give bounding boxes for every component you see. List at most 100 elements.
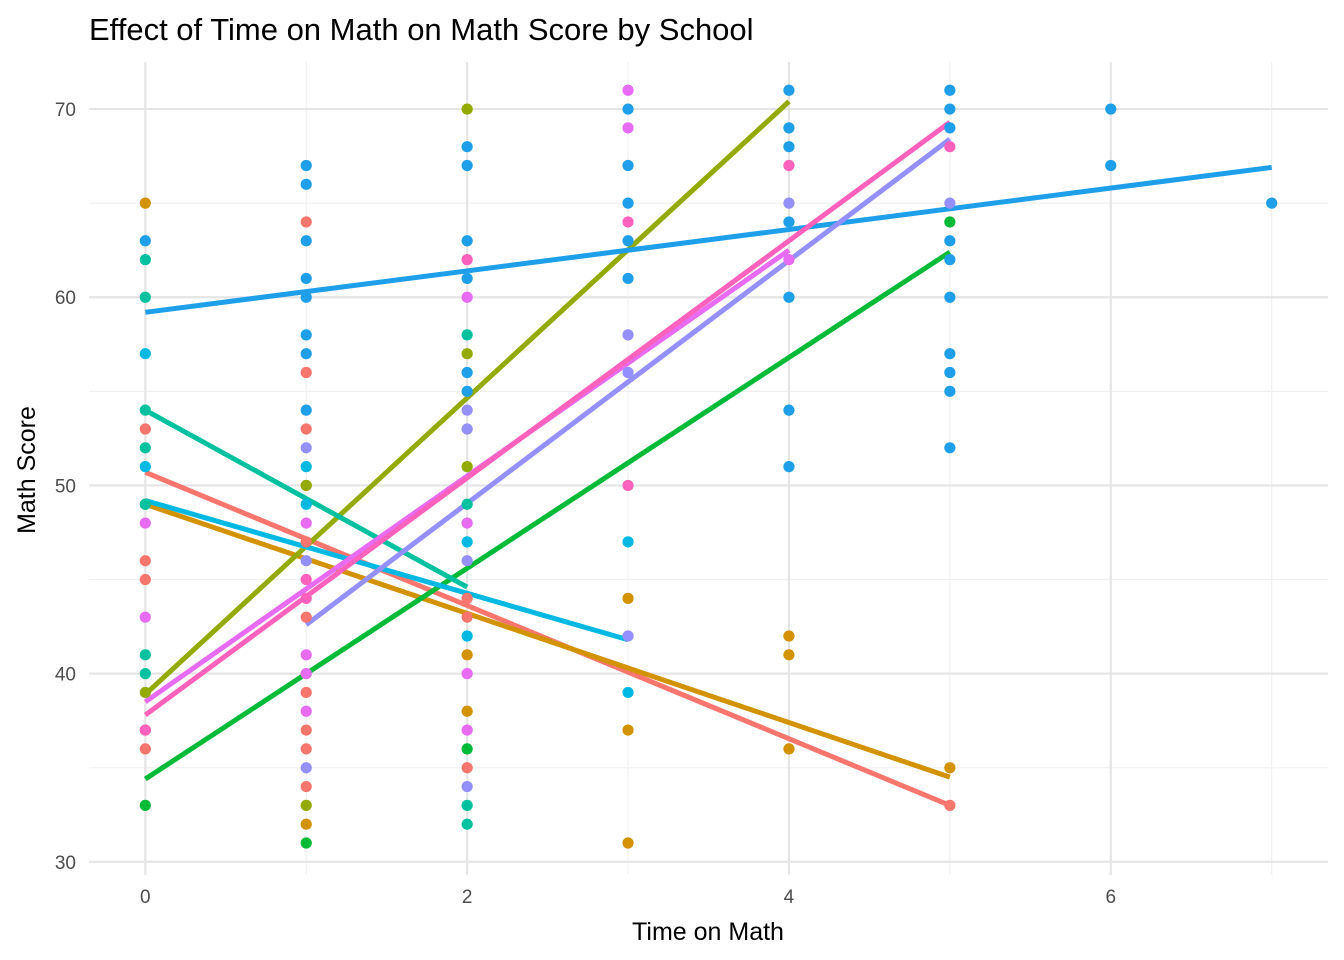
data-point [944, 235, 956, 247]
data-point [300, 611, 312, 623]
data-point [783, 216, 795, 228]
data-point [944, 762, 956, 774]
data-point [300, 686, 312, 699]
data-point [622, 272, 634, 285]
data-point [622, 837, 634, 849]
data-point [944, 84, 956, 96]
x-tick-labels: 0 2 4 6 [140, 887, 1116, 908]
data-point [783, 84, 795, 96]
data-point [622, 159, 634, 172]
data-point [139, 668, 151, 680]
data-point [461, 517, 473, 529]
data-point [944, 197, 956, 209]
data-point [139, 686, 151, 699]
x-tick-label: 2 [462, 887, 473, 908]
data-point [461, 291, 473, 303]
x-axis-label: Time on Math [632, 918, 784, 946]
data-point [139, 517, 151, 529]
data-point [461, 649, 473, 661]
data-point [300, 423, 312, 435]
data-point [461, 536, 473, 548]
data-point [1105, 159, 1117, 172]
data-point [461, 780, 473, 793]
data-point [139, 254, 151, 266]
data-point [944, 216, 956, 228]
data-point [944, 122, 956, 134]
data-point [300, 724, 312, 736]
data-point [300, 461, 312, 473]
data-point [300, 498, 312, 510]
data-point [944, 291, 956, 303]
data-point [622, 122, 634, 134]
data-point [783, 122, 795, 134]
data-point [461, 254, 473, 266]
data-point [944, 141, 956, 153]
fit-line [143, 99, 791, 697]
data-point [300, 366, 312, 379]
y-tick-labels: 30 40 50 60 70 [55, 100, 76, 874]
fit-line [144, 501, 951, 780]
data-point [783, 461, 795, 473]
data-point [461, 743, 473, 755]
data-point [300, 536, 312, 548]
data-point [622, 724, 634, 736]
chart-title: Effect of Time on Math on Math Score by … [89, 12, 754, 47]
data-point [461, 385, 473, 397]
data-point [461, 498, 473, 510]
data-points [139, 84, 1278, 849]
data-point [300, 291, 312, 303]
fit-line [144, 164, 1273, 315]
data-point [622, 329, 634, 341]
data-point [300, 705, 312, 717]
y-tick-label: 40 [55, 665, 76, 686]
data-point [622, 536, 634, 548]
data-point [783, 649, 795, 661]
data-point [139, 442, 151, 454]
data-point [461, 329, 473, 341]
data-point [783, 141, 795, 153]
y-tick-label: 60 [55, 288, 76, 309]
data-point [139, 724, 151, 736]
data-point [461, 103, 473, 115]
data-point [783, 291, 795, 303]
data-point [461, 630, 473, 642]
data-point [622, 216, 634, 228]
data-point [300, 517, 312, 529]
data-point [300, 479, 312, 492]
y-axis-label: Math Score [13, 406, 41, 534]
data-point [300, 762, 312, 774]
data-point [461, 799, 473, 811]
data-point [300, 159, 312, 172]
y-tick-label: 70 [55, 100, 76, 121]
data-point [461, 404, 473, 416]
data-point [300, 442, 312, 454]
data-point [139, 235, 151, 247]
data-point [461, 611, 473, 623]
fit-lines [143, 99, 1273, 808]
x-tick-label: 4 [784, 887, 795, 908]
grid [89, 62, 1328, 875]
data-point [300, 573, 312, 586]
data-point [461, 705, 473, 717]
data-point [1105, 103, 1117, 115]
data-point [300, 837, 312, 849]
data-point [944, 254, 956, 266]
data-point [461, 818, 473, 830]
data-point [300, 272, 312, 285]
data-point [300, 592, 312, 604]
y-tick-label: 30 [55, 853, 76, 874]
data-point [139, 611, 151, 623]
data-point [300, 404, 312, 416]
fit-line [144, 407, 469, 590]
data-point [944, 103, 956, 115]
data-point [622, 592, 634, 604]
x-tick-label: 6 [1105, 887, 1116, 908]
fit-line [143, 249, 952, 782]
data-point [461, 272, 473, 285]
data-point [622, 630, 634, 642]
data-point [783, 159, 795, 172]
data-point [300, 818, 312, 830]
data-point [461, 762, 473, 774]
data-point [139, 404, 151, 416]
data-point [944, 442, 956, 454]
